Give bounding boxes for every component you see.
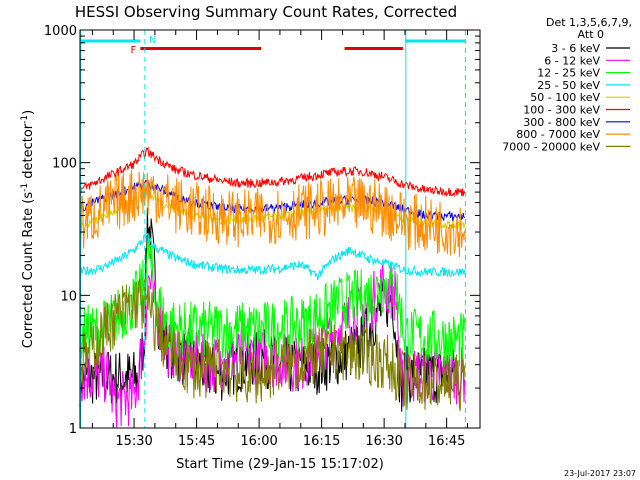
series-line	[79, 179, 466, 222]
series-line	[79, 278, 466, 412]
series-line	[79, 169, 466, 257]
x-axis-label: Start Time (29-Jan-15 15:17:02)	[176, 457, 384, 472]
series-line	[79, 264, 466, 428]
legend-label: 100 - 300 keV	[523, 104, 600, 117]
y-axis-label-end: )	[21, 110, 36, 115]
y-axis-label-mid: detector	[21, 123, 36, 183]
y-tick-label: 1000	[44, 24, 77, 39]
legend-label: 800 - 7000 keV	[516, 128, 600, 141]
timestamp: 23-Jul-2017 23:07	[564, 469, 636, 478]
legend-label: 3 - 6 keV	[551, 42, 600, 55]
chart-title: HESSI Observing Summary Count Rates, Cor…	[75, 3, 457, 21]
y-axis-label-sup1: -1	[20, 183, 30, 192]
x-tick-label: 15:45	[178, 434, 215, 449]
legend-label: 12 - 25 keV	[537, 67, 600, 80]
legend-label: 6 - 12 keV	[544, 54, 600, 67]
x-axis: 15:30 15:45 16:00 16:15 16:30 16:45	[91, 30, 468, 449]
y-tick-label: 100	[52, 157, 77, 172]
x-tick-label: 16:30	[365, 434, 402, 449]
series-line	[79, 146, 466, 198]
legend-header-1: Det 1,3,5,6,7,9,	[546, 16, 632, 29]
series-layer	[79, 146, 466, 428]
f-flag-label: F	[131, 45, 137, 56]
x-tick-label: 15:30	[115, 434, 152, 449]
x-tick-label: 16:45	[428, 434, 465, 449]
legend-label: 50 - 100 keV	[530, 91, 600, 104]
legend-label: 300 - 800 keV	[523, 116, 600, 129]
legend-label: 7000 - 20000 keV	[502, 140, 600, 153]
y-tick-label: 10	[60, 289, 77, 304]
series-line	[79, 233, 466, 281]
y-axis-label-sup2: -1	[20, 115, 30, 124]
y-axis-label-main: Corrected Count Rate (s	[21, 192, 36, 349]
y-axis: 1 10 100 1000	[44, 24, 480, 437]
y-axis-label: Corrected Count Rate (s-1 detector-1)	[20, 110, 36, 348]
flags-layer: FN	[79, 35, 466, 56]
vline-layer	[80, 30, 466, 428]
legend-header-2: Att 0	[578, 28, 604, 41]
x-tick-label: 16:00	[240, 434, 277, 449]
n-flag-label: N	[149, 35, 156, 46]
legend-label: 25 - 50 keV	[537, 79, 600, 92]
y-tick-label: 1	[69, 422, 77, 437]
x-tick-label: 16:15	[303, 434, 340, 449]
